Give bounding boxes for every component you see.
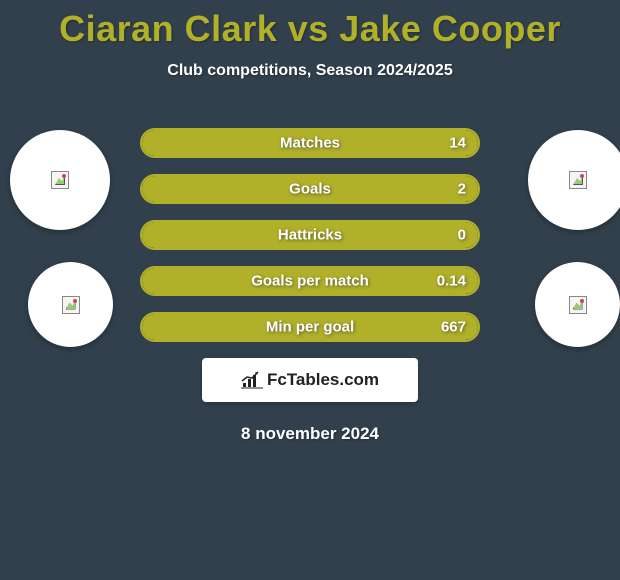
stat-bar: Matches 14 (140, 128, 480, 158)
stat-label: Hattricks (278, 227, 342, 244)
comparison-area: Matches 14 Goals 2 Hattricks 0 Goals per… (0, 110, 620, 402)
stat-bar: Hattricks 0 (140, 220, 480, 250)
bar-chart-icon (241, 371, 263, 389)
stat-value: 667 (441, 319, 466, 336)
broken-image-icon (62, 296, 80, 314)
date-label: 8 november 2024 (0, 424, 620, 444)
source-logo-text: FcTables.com (267, 370, 379, 390)
broken-image-icon (51, 171, 69, 189)
stat-value: 2 (458, 181, 466, 198)
stat-value: 14 (449, 135, 466, 152)
page-subtitle: Club competitions, Season 2024/2025 (0, 62, 620, 80)
stat-label: Matches (280, 135, 340, 152)
stat-label: Min per goal (266, 319, 354, 336)
stat-bar: Goals 2 (140, 174, 480, 204)
player1-club-circle (28, 262, 113, 347)
source-logo: FcTables.com (202, 358, 418, 402)
stat-label: Goals per match (251, 273, 369, 290)
stat-value: 0 (458, 227, 466, 244)
stats-bars: Matches 14 Goals 2 Hattricks 0 Goals per… (140, 110, 480, 342)
player2-photo-circle (528, 130, 620, 230)
page-title: Ciaran Clark vs Jake Cooper (0, 0, 620, 50)
stat-bar: Min per goal 667 (140, 312, 480, 342)
stat-value: 0.14 (437, 273, 466, 290)
player1-photo-circle (10, 130, 110, 230)
stat-bar: Goals per match 0.14 (140, 266, 480, 296)
stat-label: Goals (289, 181, 331, 198)
player2-club-circle (535, 262, 620, 347)
broken-image-icon (569, 171, 587, 189)
broken-image-icon (569, 296, 587, 314)
